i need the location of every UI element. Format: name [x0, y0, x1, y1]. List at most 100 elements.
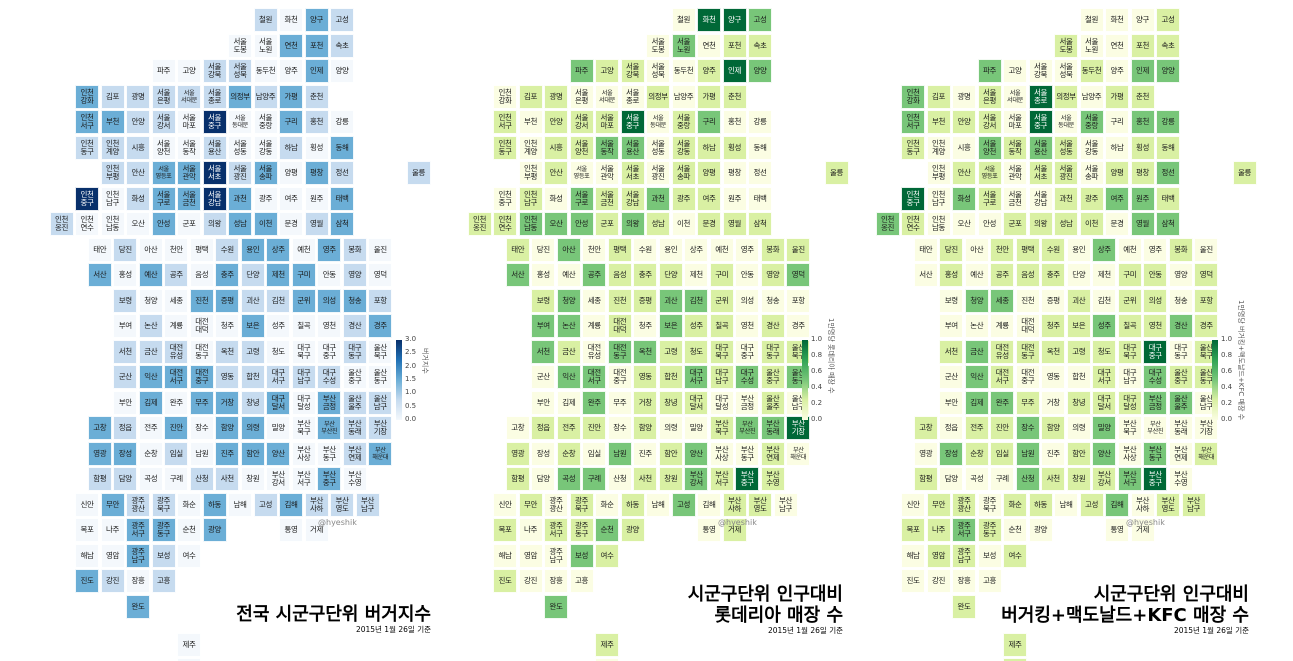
region-cell: 밀양 [684, 416, 709, 440]
region-cell: 구리 [697, 110, 721, 134]
region-cell: 구례 [990, 467, 1015, 491]
title-block: 시군구단위 인구대비 버거킹+맥도날드+KFC 매장 수 2015년 1월 26… [1001, 584, 1249, 636]
region-cell: 서울 강북 [1028, 59, 1053, 83]
region-cell: 부여 [113, 314, 138, 338]
region-cell: 서울 중랑 [253, 110, 278, 134]
region-cell: 인천 계양 [100, 135, 125, 160]
region-cell: 영광 [87, 441, 112, 466]
region-cell: 화성 [126, 186, 150, 211]
region-cell: 서울 노원 [253, 33, 278, 58]
region-cell: 대구 서구 [684, 365, 709, 389]
region-cell: 의령 [1066, 416, 1091, 440]
region-cell: 부산 강서 [266, 467, 291, 491]
region-cell: 진주 [1041, 441, 1066, 466]
region-cell: 보성 [977, 543, 1002, 568]
region-cell: 인천 연수 [901, 212, 925, 236]
region-cell: 양구 [1130, 8, 1155, 32]
region-cell: 태안 [87, 237, 112, 262]
region-cell: 완주 [582, 390, 607, 415]
region-cell: 서울 영등포 [569, 161, 594, 185]
region-cell: 영양 [760, 263, 785, 287]
author-credit: @hyeshik [1126, 518, 1165, 527]
region-cell: 인제 [722, 59, 747, 83]
region-cell: 서울 종로 [620, 84, 645, 109]
region-cell: 서울 강동 [671, 135, 696, 160]
region-cell: 서울 송파 [253, 161, 278, 185]
region-cell: 태안 [505, 237, 530, 262]
region-cell: 경주 [368, 314, 393, 338]
region-cell: 광명 [544, 84, 568, 109]
region-cell: 인천 옹진 [467, 212, 492, 236]
region-cell: 대구 북구 [1117, 339, 1142, 364]
region-cell: 광주 [671, 186, 696, 211]
region-cell: 대구 남구 [709, 365, 734, 389]
region-cell: 울산 동구 [368, 365, 393, 389]
region-cell: 신안 [901, 492, 925, 517]
region-cell: 산청 [1015, 467, 1040, 491]
region-cell: 광양 [620, 518, 645, 542]
region-cell: 양주 [697, 59, 721, 83]
region-cell: 서울 은평 [977, 84, 1002, 109]
region-cell: 광주 [253, 186, 278, 211]
region-cell: 서울 송파 [671, 161, 696, 185]
region-cell: 군포 [1003, 212, 1027, 236]
region-cell: 인천 연수 [75, 212, 99, 236]
region-cell: 안성 [569, 212, 594, 236]
region-cell: 울릉 [824, 161, 849, 185]
region-cell: 공주 [582, 263, 607, 287]
region-cell: 대구 동구 [342, 339, 367, 364]
region-cell: 인천 남동 [926, 212, 951, 236]
region-cell: 통영 [697, 518, 721, 542]
region-cell: 서울 중구 [1028, 110, 1053, 134]
region-cell: 광주 북구 [977, 492, 1002, 517]
region-cell: 철원 [1079, 8, 1104, 32]
region-cell: 대전 동구 [607, 339, 632, 364]
region-cell: 서울 강서 [569, 110, 594, 134]
region-cell: 아산 [556, 237, 581, 262]
region-cell: 영양 [1168, 263, 1193, 287]
region-cell: 서천 [939, 339, 964, 364]
region-cell: 해남 [493, 543, 517, 568]
region-cell: 순창 [556, 441, 581, 466]
region-cell: 서귀포 [177, 658, 201, 661]
region-cell: 안산 [126, 161, 150, 185]
region-cell: 부산 사상 [291, 441, 316, 466]
region-cell: 부산 사하 [722, 492, 747, 517]
region-cell: 진도 [493, 569, 517, 593]
region-cell: 청도 [1092, 339, 1117, 364]
region-cell: 서울 서초 [1028, 161, 1053, 185]
region-cell: 하동 [1028, 492, 1053, 517]
region-cell: 함양 [215, 416, 240, 440]
region-cell: 대구 달서 [684, 390, 709, 415]
region-cell: 평창 [1130, 161, 1155, 185]
region-cell: 서울 강북 [202, 59, 227, 83]
region-cell: 동해 [748, 135, 772, 160]
region-cell: 곡성 [964, 467, 989, 491]
region-cell: 인제 [1130, 59, 1155, 83]
region-cell: 예천 [291, 237, 316, 262]
region-cell: 양산 [1092, 441, 1117, 466]
region-cell: 무안 [926, 492, 951, 517]
region-cell: 인천 부평 [926, 161, 951, 185]
region-cell: 청양 [556, 288, 581, 313]
region-cell: 화성 [544, 186, 568, 211]
region-cell: 봉화 [342, 237, 367, 262]
region-cell: 울릉 [406, 161, 431, 185]
region-cell: 포천 [1130, 33, 1155, 58]
region-cell: 고령 [658, 339, 683, 364]
region-cell: 순천 [177, 518, 201, 542]
region-cell: 삼척 [330, 212, 354, 236]
region-cell: 서울 중구 [620, 110, 645, 134]
region-cell: 부산 남구 [773, 492, 798, 517]
region-cell: 가평 [1105, 84, 1129, 109]
region-cell: 군산 [531, 365, 556, 389]
region-cell: 진천 [189, 288, 214, 313]
region-cell: 문경 [1105, 212, 1129, 236]
region-cell: 부여 [939, 314, 964, 338]
region-cell: 춘천 [1130, 84, 1155, 109]
region-cell: 이천 [671, 212, 696, 236]
region-cell: 원주 [1130, 186, 1155, 211]
region-cell: 아산 [138, 237, 163, 262]
region-cell: 고령 [240, 339, 265, 364]
region-cell: 부산 기장 [786, 416, 811, 440]
